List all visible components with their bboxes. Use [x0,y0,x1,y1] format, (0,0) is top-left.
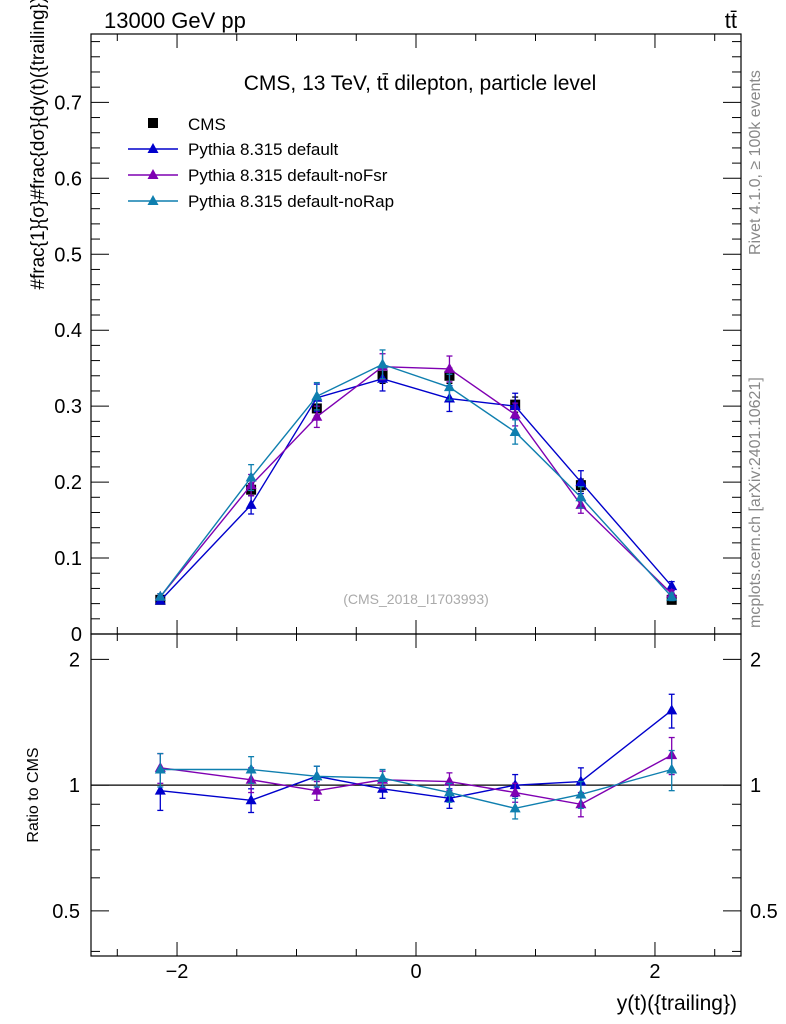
data-point [154,784,166,795]
data-point [509,425,521,436]
data-point [575,476,587,487]
y-tick-label: 0.4 [54,320,82,342]
y-tick-label: 0.5 [54,244,82,266]
data-point [443,381,455,392]
data-point [245,498,257,509]
series-line [159,378,673,602]
legend-default-marker [147,143,159,153]
main-panel: 0 0.1 0.2 0.3 0.4 0.5 0.6 0.7 CMS, 13 TeV, tt̄ … [28,0,742,646]
data-point [575,788,587,799]
ratio-y-tick-label: 1 [69,775,80,797]
main-series-layer [154,349,678,605]
data-point [666,590,678,601]
x-tick-label: 0 [410,961,421,983]
series-cms [155,367,677,605]
data-point [311,410,323,421]
series-line [159,363,673,598]
ratio-y-tick-label-right: 2 [750,649,761,671]
y-tick-label: 0.7 [54,92,82,114]
mcplots-source-label: mcplots.cern.ch [arXiv:2401.10621] [747,377,764,628]
y-tick-label: 0 [71,624,82,646]
y-tick-label: 0.3 [54,396,82,418]
ratio-panel: −2 0 2 0.5 0.5 1 1 2 2 Ratio to CMS y(t)({trail… [25,633,778,1015]
energy-label: 13000 GeV pp [104,8,246,33]
x-axis-label: y(t)({trailing}) [617,992,737,1015]
data-point [666,704,678,715]
data-point [245,471,257,482]
y-tick-label: 0.1 [54,548,82,570]
series-line [160,709,673,801]
data-point [377,772,389,783]
ratio-y-tick-label: 2 [69,649,80,671]
series-pythia-8-315-default [154,366,678,605]
main-y-ticks: 0 0.1 0.2 0.3 0.4 0.5 0.6 0.7 [54,41,741,646]
y-tick-label: 0.6 [54,168,82,190]
series-line [160,754,673,805]
rivet-version-label: Rivet 4.1.0, ≥ 100k events [747,70,764,255]
main-x-ticks [116,34,716,634]
data-point [443,362,455,373]
series-pythia-8-315-default-norap [154,749,678,820]
legend-nofsr-marker [147,169,159,179]
data-point [575,491,587,502]
data-point [154,763,166,774]
ratio-x-ticks: −2 0 2 [116,634,716,983]
data-point [575,775,587,786]
data-point [377,358,389,369]
ratio-y-axis-label: Ratio to CMS [25,747,42,842]
process-label: tt̄ [725,8,737,33]
data-point [443,786,455,797]
series-pythia-8-315-default-nofsr [154,353,678,601]
legend-cms-label: CMS [188,115,226,134]
data-point [509,802,521,813]
legend-default-label: Pythia 8.315 default [188,140,339,159]
analysis-watermark: (CMS_2018_I1703993) [343,591,489,607]
ratio-y-tick-label-right: 0.5 [750,901,778,923]
legend-norap-marker [147,195,159,205]
legend-norap-label: Pythia 8.315 default-noRap [188,192,394,211]
x-tick-label: −2 [166,961,189,983]
data-point [311,390,323,401]
data-point [154,590,166,601]
ratio-series-layer [154,693,678,820]
data-point [666,580,678,591]
y-tick-label: 0.2 [54,472,82,494]
y-axis-label: #frac{1}{σ}#frac{dσ}{dy(t)({trailing})} [28,0,49,290]
series-line [160,768,672,810]
ratio-y-ticks: 0.5 0.5 1 1 2 2 [52,649,778,952]
data-point [311,784,323,795]
legend-nofsr-label: Pythia 8.315 default-noFsr [188,166,388,185]
ratio-frame [90,633,742,957]
series-pythia-8-315-default-norap [154,349,678,602]
series-pythia-8-315-default-nofsr [154,736,678,818]
ratio-y-tick-label: 0.5 [52,901,80,923]
ratio-y-tick-label-right: 1 [750,775,761,797]
data-point [245,763,257,774]
data-point [509,408,521,419]
legend: CMS Pythia 8.315 default Pythia 8.315 de… [128,115,394,211]
data-point [245,794,257,805]
chart-title: CMS, 13 TeV, tt̄ dilepton, particle leve… [244,72,597,95]
x-tick-label: 2 [649,961,660,983]
data-point [509,786,521,797]
data-point [666,763,678,774]
series-line [159,365,673,598]
legend-cms-marker [148,118,158,128]
data-point [311,770,323,781]
